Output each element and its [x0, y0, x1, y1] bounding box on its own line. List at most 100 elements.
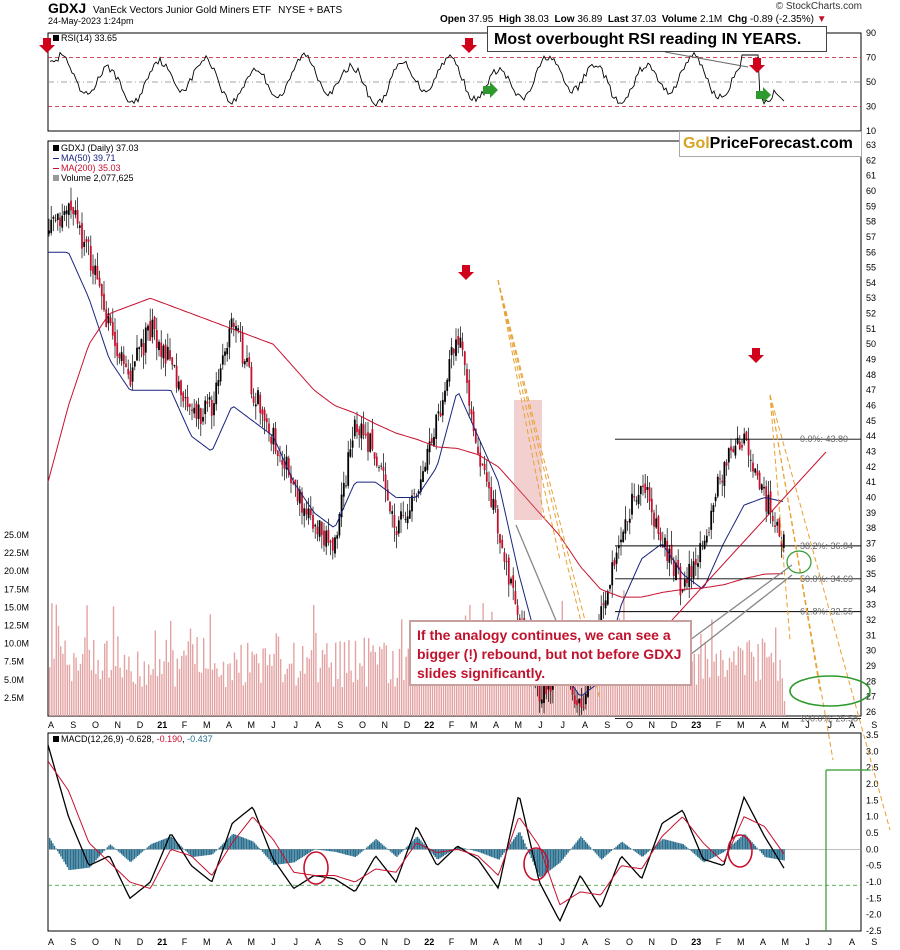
macd-hist-bar [549, 849, 552, 870]
volume-bar [280, 659, 282, 716]
macd-hist-bar [585, 841, 587, 850]
candle-body [584, 693, 587, 705]
volume-bar [82, 654, 84, 716]
candle-body [659, 532, 662, 541]
volume-bar [264, 648, 266, 716]
candle-body [259, 394, 262, 414]
fib-label: 0.0%: 43.80 [800, 434, 848, 444]
price-legend-text: GDXJ (Daily) 37.03 [61, 143, 139, 153]
candle-body [197, 404, 200, 419]
volume-bar [775, 627, 777, 716]
macd-hist-bar [514, 837, 516, 850]
macd-hist-bar [261, 849, 264, 852]
volume-bar [211, 669, 214, 716]
candle-body [763, 487, 765, 489]
volume-bar [286, 668, 288, 716]
candle-body [393, 515, 396, 529]
x-tick-label-bottom: O [626, 937, 633, 947]
candle-body [688, 563, 691, 587]
candle-body [114, 331, 116, 346]
price-tick-label: 45 [866, 416, 876, 426]
candle-body [653, 512, 655, 527]
macd-hist-bar [689, 849, 691, 850]
candle-body [81, 223, 83, 249]
macd-tick-label: -1.0 [866, 877, 882, 887]
volume-bar [313, 604, 315, 716]
candle-body [472, 411, 475, 432]
volume-bar [185, 655, 187, 716]
macd-hist-bar [269, 849, 272, 862]
candle-body [459, 337, 462, 348]
rsi-tick-label: 90 [866, 28, 876, 38]
price-tick-label: 48 [866, 370, 876, 380]
volume-bar [654, 667, 656, 716]
candle-body [287, 458, 290, 476]
volume-bar [728, 657, 731, 716]
price-tick-label: 39 [866, 508, 876, 518]
macd-hist-bar [575, 842, 577, 850]
x-tick-label-bottom: O [92, 937, 99, 947]
macd-tick-label: 0.0 [866, 844, 879, 854]
candle-body [507, 557, 510, 585]
candle-body [602, 603, 605, 606]
macd-hist-bar [545, 849, 547, 874]
macd-hist-bar [469, 849, 472, 850]
candle-body [716, 476, 719, 497]
macd-hist-bar [173, 839, 176, 850]
rsi-callout: Most overbought RSI reading IN YEARS. [487, 26, 827, 52]
volume-bar [161, 674, 163, 716]
macd-hist-bar [557, 849, 560, 864]
candle-body [140, 339, 143, 347]
candle-body [639, 485, 642, 495]
macd-hist-bar [754, 845, 756, 850]
macd-hist-bar [365, 847, 368, 850]
macd-hist-bar [231, 834, 233, 850]
candle-body [743, 433, 746, 444]
volume-bar [229, 663, 231, 716]
candle-body [617, 545, 620, 549]
callout-leader-line [664, 51, 749, 68]
candle-body [307, 508, 310, 519]
macd-hist-bar [250, 840, 252, 850]
symbol-label: GDXJ [48, 0, 87, 16]
macd-hist-bar [151, 843, 153, 850]
macd-hist-bar [287, 849, 289, 864]
macd-hist-bar [620, 842, 622, 850]
candle-body [171, 357, 174, 365]
macd-hist-bar [570, 848, 572, 850]
macd-hist-bar [519, 832, 521, 850]
candle-body [100, 284, 103, 297]
candle-body [646, 487, 649, 490]
macd-hist-bar [745, 834, 747, 850]
macd-hist-bar [641, 849, 643, 857]
candle-body [386, 489, 389, 501]
volume-bar [396, 677, 398, 716]
candle-body [371, 429, 374, 450]
candle-body [195, 403, 198, 419]
macd-hist-bar [172, 837, 174, 850]
candle-body [626, 521, 629, 522]
macd-hist-bar [319, 849, 321, 850]
candle-body [650, 498, 653, 513]
candle-body [191, 409, 193, 411]
candle-body [573, 695, 576, 704]
macd-hist-bar [697, 849, 699, 857]
candle-body [327, 529, 330, 543]
candle-body [481, 463, 484, 465]
candle-body [193, 407, 196, 414]
volume-bar [401, 619, 403, 716]
macd-hist-bar [300, 849, 302, 859]
candle-body [173, 364, 176, 367]
macd-hist-bar [490, 849, 492, 857]
candle-body [155, 330, 158, 349]
macd-hist-bar [748, 838, 750, 850]
macd-hist-bar [156, 841, 158, 850]
x-tick-label-bottom: A [226, 937, 232, 947]
macd-hist-bar [463, 848, 465, 850]
candle-body [769, 491, 772, 513]
legend-swatch-icon [53, 35, 59, 41]
candle-body [424, 466, 427, 472]
volume-bar [187, 641, 189, 716]
macd-hist-bar [401, 849, 403, 853]
volume-bar [249, 672, 251, 716]
